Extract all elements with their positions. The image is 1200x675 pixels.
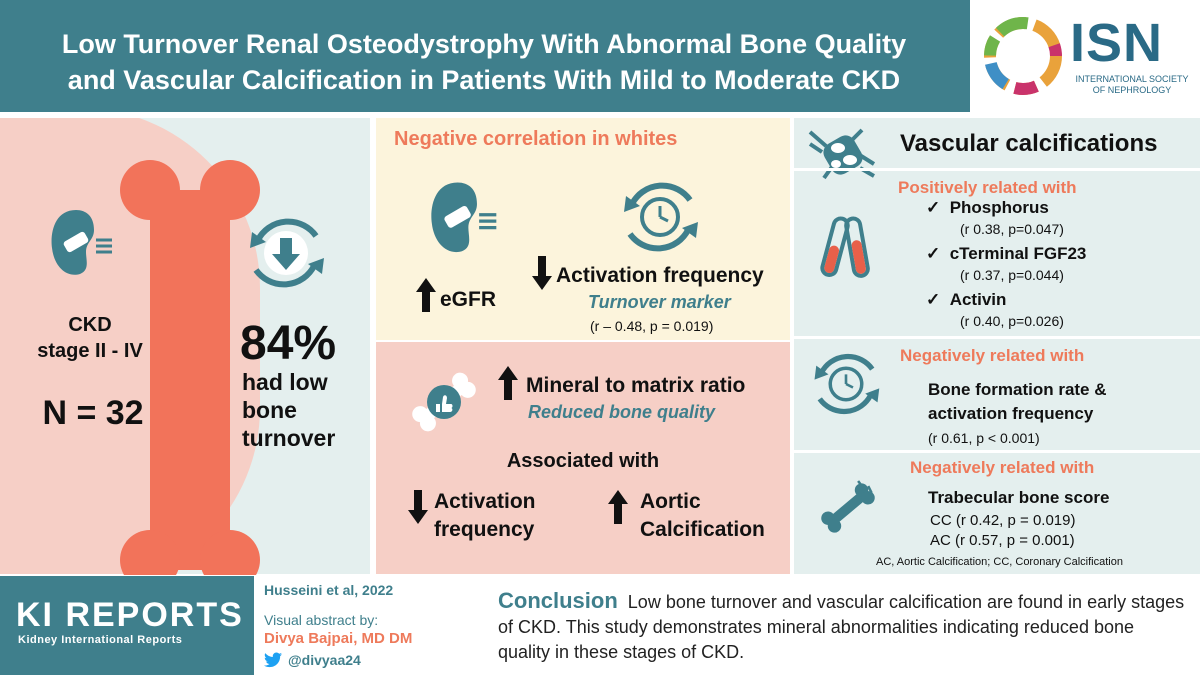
isn-sub-line-2: OF NEPHROLOGY — [1092, 85, 1172, 95]
aortic-calcification-label: Aortic Calcification — [640, 488, 765, 544]
activation-line-2: frequency — [434, 518, 535, 541]
activation-frequency-label-2: Activation frequency — [434, 488, 536, 544]
ckd-stage-label: CKD stage II - IV — [20, 312, 160, 364]
low-turnover-text: had low bone turnover — [242, 368, 335, 452]
check-icon: ✓ — [926, 198, 941, 217]
broken-bone-icon — [821, 480, 875, 533]
conclusion-block: Conclusion Low bone turnover and vascula… — [498, 588, 1188, 665]
header-divider — [0, 112, 1200, 118]
turnover-marker-label: Turnover marker — [588, 292, 731, 312]
activation-line-1: Activation — [434, 490, 536, 513]
title-line-1: Low Turnover Renal Osteodystrophy With A… — [61, 29, 907, 59]
positively-related-heading: Positively related with — [898, 178, 1077, 197]
bone-thumbs-icon — [412, 372, 476, 432]
up-arrow-icon — [416, 278, 436, 312]
egfr-label: eGFR — [440, 288, 497, 311]
citation: Husseini et al, 2022 — [264, 582, 394, 598]
ckd-line-1: CKD — [68, 314, 112, 336]
ki-reports-box — [0, 576, 254, 675]
activation-frequency-label: Activation frequency — [556, 264, 764, 287]
bfr-line-1: Bone formation rate & — [928, 380, 1107, 399]
right-divider-1 — [794, 168, 1200, 171]
isn-sub-line-1: INTERNATIONAL SOCIETY — [1075, 74, 1189, 84]
aortic-line-2: Calcification — [640, 518, 765, 541]
low-line-2: bone — [242, 397, 297, 423]
ki-reports-subtitle: Kidney International Reports — [18, 634, 183, 646]
aortic-line-1: Aortic — [640, 490, 701, 513]
cc-stat: CC (r 0.42, p = 0.019) — [930, 512, 1076, 529]
vascular-calcification-panel: Vascular calcifications Positively relat… — [794, 118, 1200, 574]
phosphorus-label: Phosphorus — [949, 198, 1049, 217]
ki-reports-logo: KI REPORTS — [16, 596, 244, 634]
twitter-handle[interactable]: @divyaa24 — [288, 652, 361, 668]
large-bone-icon — [120, 160, 260, 575]
low-turnover-percent: 84% — [240, 317, 337, 370]
bone-quality-panel: Mineral to matrix ratio Reduced bone qua… — [376, 342, 790, 574]
check-icon: ✓ — [926, 290, 941, 309]
visual-abstract-by: Visual abstract by: — [264, 612, 379, 628]
isn-logo-subtitle: INTERNATIONAL SOCIETY OF NEPHROLOGY — [1072, 74, 1192, 96]
twitter-icon — [264, 652, 282, 668]
activin-stat: (r 0.40, p=0.026) — [960, 313, 1064, 329]
check-icon: ✓ — [926, 244, 941, 263]
conclusion-heading: Conclusion — [498, 588, 618, 613]
blood-vessel-icon — [808, 128, 876, 180]
right-divider-3 — [794, 450, 1200, 453]
up-arrow-icon-2 — [498, 366, 518, 400]
fgf23-item: ✓ cTerminal FGF23 — [926, 244, 1086, 264]
phosphorus-item: ✓ Phosphorus — [926, 198, 1049, 218]
associated-with-heading: Associated with — [506, 450, 660, 472]
bfr-line-2: activation frequency — [928, 404, 1094, 423]
footnote: AC, Aortic Calcification; CC, Coronary C… — [876, 556, 1123, 568]
negatively-related-heading-1: Negatively related with — [900, 346, 1085, 365]
down-cycle-arrow-icon — [250, 218, 324, 288]
trabecular-bone-label: Trabecular bone score — [928, 488, 1110, 507]
bone-formation-label: Bone formation rate & activation frequen… — [928, 378, 1107, 426]
author-name: Divya Bajpai, MD DM — [264, 630, 413, 647]
down-arrow-icon-2 — [408, 490, 428, 524]
bone-formation-stat: (r 0.61, p < 0.001) — [928, 430, 1040, 446]
ac-stat: AC (r 0.57, p = 0.001) — [930, 532, 1075, 549]
correlation-stat: (r – 0.48, p = 0.019) — [590, 318, 714, 334]
conclusion-text: Low bone turnover and vascular calcifica… — [498, 592, 1185, 662]
negatively-related-heading-2: Negatively related with — [910, 458, 1095, 477]
negative-correlation-heading: Negative correlation in whites — [394, 128, 678, 150]
fgf23-stat: (r 0.37, p=0.044) — [960, 267, 1064, 283]
up-arrow-icon-3 — [608, 490, 628, 524]
test-tubes-icon — [820, 216, 870, 278]
title-line-2: and Vascular Calcification in Patients W… — [67, 65, 901, 95]
low-line-1: had low — [242, 369, 328, 395]
negative-correlation-panel: Negative correlation in whites eGFR Acti… — [376, 118, 790, 340]
turnover-clock-icon-2 — [814, 353, 880, 415]
fgf23-label: cTerminal FGF23 — [949, 244, 1087, 263]
right-divider-2 — [794, 336, 1200, 339]
page-title: Low Turnover Renal Osteodystrophy With A… — [14, 26, 954, 98]
phosphorus-stat: (r 0.38, p=0.047) — [960, 221, 1064, 237]
turnover-clock-icon — [624, 182, 698, 252]
sample-size: N = 32 — [42, 394, 144, 432]
kidney-icon — [51, 210, 112, 275]
activin-item: ✓ Activin — [926, 290, 1006, 310]
isn-logo-text: ISN — [1070, 13, 1164, 73]
isn-globe-logo-icon — [984, 17, 1062, 95]
kidney-icon-2 — [431, 182, 497, 253]
activin-label: Activin — [949, 290, 1007, 309]
low-line-3: turnover — [242, 425, 336, 451]
mineral-matrix-label: Mineral to matrix ratio — [526, 374, 746, 397]
reduced-quality-label: Reduced bone quality — [528, 402, 716, 422]
down-arrow-icon — [532, 256, 552, 290]
vascular-calcification-title: Vascular calcifications — [900, 130, 1158, 157]
ckd-line-2: stage II - IV — [37, 340, 143, 362]
